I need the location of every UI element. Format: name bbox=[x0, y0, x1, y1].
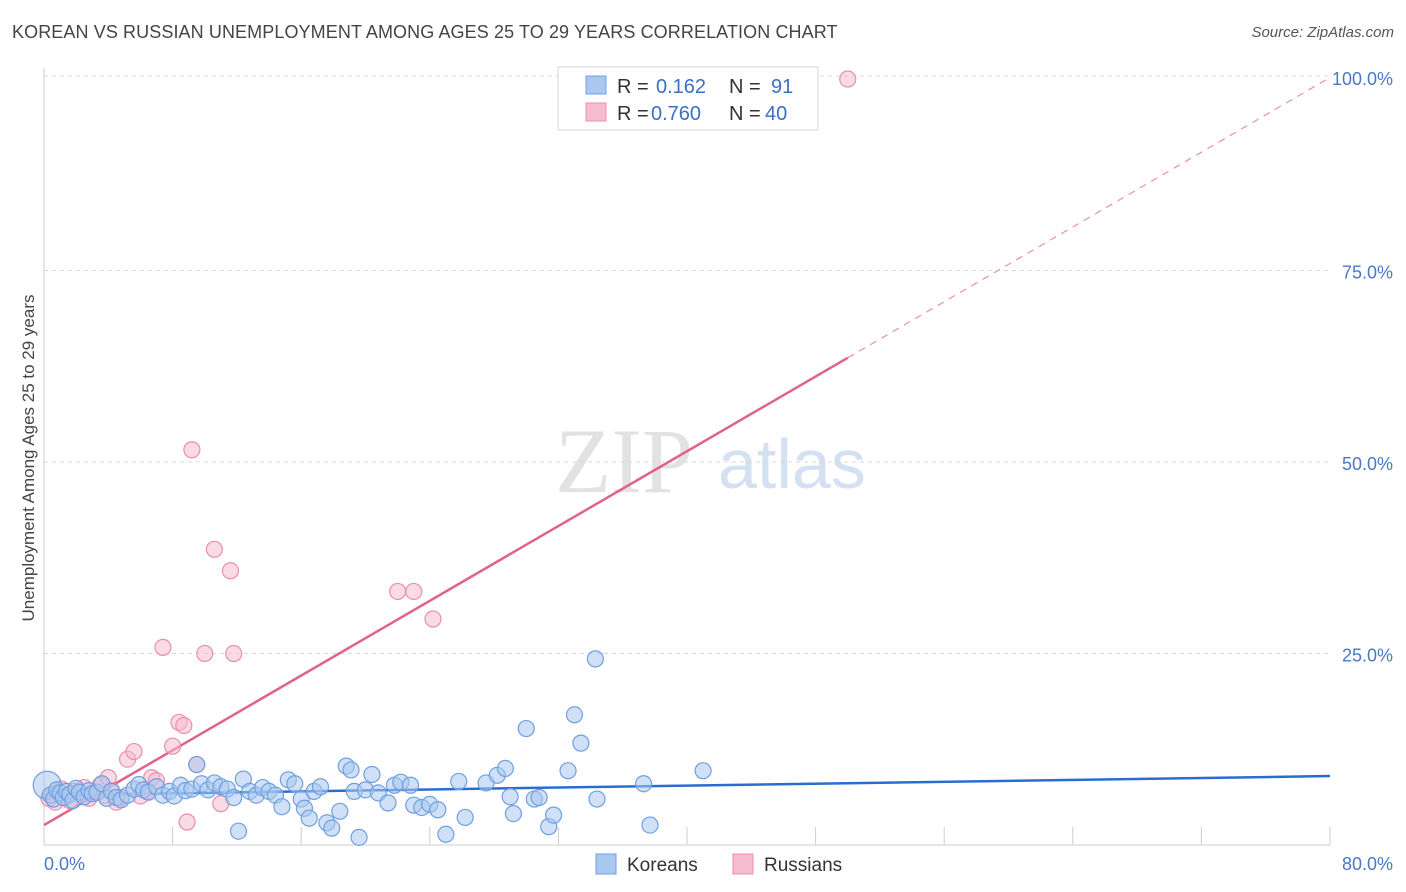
koreans-point bbox=[565, 706, 584, 724]
y-tick-label-0: 25.0% bbox=[1342, 646, 1393, 666]
koreans-points bbox=[32, 650, 712, 846]
koreans-point bbox=[379, 794, 397, 812]
koreans-point bbox=[273, 798, 291, 816]
russians-point bbox=[205, 540, 223, 558]
x-tick-label-0: 0.0% bbox=[44, 854, 85, 874]
koreans-point bbox=[456, 808, 474, 827]
russians-point bbox=[225, 644, 243, 663]
koreans-point bbox=[437, 825, 455, 843]
watermark-atlas: atlas bbox=[718, 425, 866, 503]
trend-lines bbox=[43, 76, 1331, 827]
koreans-point bbox=[544, 806, 563, 824]
koreans-point bbox=[286, 775, 304, 793]
koreans-point bbox=[350, 828, 368, 846]
legend-russians-r-value: 0.760 bbox=[651, 103, 701, 125]
koreans-point bbox=[588, 790, 606, 808]
russians-point bbox=[389, 582, 407, 601]
russians-point bbox=[221, 562, 240, 580]
koreans-point bbox=[694, 762, 712, 780]
legend-russians-n-label: N = bbox=[729, 103, 761, 125]
x-tick-labels: 0.0% 80.0% bbox=[44, 854, 1393, 874]
y-tick-labels: 25.0% 50.0% 75.0% 100.0% bbox=[1332, 69, 1393, 666]
koreans-point bbox=[572, 734, 590, 752]
legend-russians-swatch bbox=[585, 102, 607, 122]
koreans-point bbox=[450, 772, 468, 791]
y-axis-label: Unemployment Among Ages 25 to 29 years bbox=[19, 295, 38, 622]
koreans-point bbox=[331, 802, 349, 820]
koreans-point bbox=[517, 719, 535, 738]
axes-layer bbox=[43, 68, 1330, 846]
russians-point bbox=[175, 716, 193, 735]
chart-title: KOREAN VS RUSSIAN UNEMPLOYMENT AMONG AGE… bbox=[12, 22, 838, 42]
koreans-point bbox=[501, 788, 519, 806]
koreans-point bbox=[641, 816, 659, 834]
koreans-point bbox=[559, 762, 577, 780]
russians-point bbox=[164, 737, 182, 755]
legend-box: R = 0.162 N = 91 R = 0.760 N = 40 bbox=[557, 66, 819, 131]
koreans-point bbox=[429, 801, 447, 819]
y-tick-label-2: 75.0% bbox=[1342, 263, 1393, 283]
x-tick-label-1: 80.0% bbox=[1342, 854, 1393, 874]
koreans-point bbox=[342, 761, 360, 779]
y-tick-label-3: 100.0% bbox=[1332, 69, 1393, 89]
legend-koreans-swatch bbox=[585, 75, 607, 95]
koreans-point bbox=[225, 788, 243, 807]
russians-point bbox=[125, 742, 143, 761]
bottom-legend-russians-swatch bbox=[732, 853, 754, 875]
koreans-point bbox=[188, 755, 206, 774]
bottom-legend-koreans-swatch bbox=[595, 853, 617, 875]
legend-russians-n-value: 40 bbox=[765, 103, 787, 125]
koreans-point bbox=[401, 776, 420, 794]
russians-point bbox=[154, 638, 172, 656]
koreans-point bbox=[496, 759, 514, 778]
koreans-point bbox=[530, 788, 548, 807]
russians-trend-line-solid bbox=[43, 356, 849, 827]
koreans-point bbox=[229, 822, 248, 840]
russians-point bbox=[183, 441, 201, 459]
legend-koreans-r-label: R = bbox=[617, 76, 649, 98]
legend-koreans-n-label: N = bbox=[729, 76, 761, 98]
koreans-point bbox=[634, 775, 653, 793]
legend-koreans-n-value: 91 bbox=[771, 76, 793, 98]
russians-point bbox=[178, 813, 196, 831]
koreans-point bbox=[300, 809, 318, 827]
russians-point bbox=[405, 582, 423, 601]
koreans-point bbox=[504, 804, 522, 823]
russians-trend-line-dashed bbox=[847, 76, 1331, 359]
koreans-point bbox=[586, 650, 604, 668]
chart-source: Source: ZipAtlas.com bbox=[1251, 24, 1394, 41]
legend-russians-r-label: R = bbox=[617, 103, 649, 125]
koreans-point bbox=[323, 819, 341, 837]
russians-point bbox=[424, 610, 442, 628]
bottom-legend: Koreans Russians bbox=[595, 853, 842, 876]
bottom-legend-koreans-label: Koreans bbox=[627, 855, 698, 876]
russians-point bbox=[839, 70, 857, 88]
russians-point bbox=[196, 644, 214, 663]
bottom-legend-russians-label: Russians bbox=[764, 855, 842, 876]
koreans-point bbox=[311, 778, 330, 796]
koreans-point bbox=[363, 765, 381, 784]
legend-koreans-r-value: 0.162 bbox=[656, 76, 706, 98]
y-tick-label-1: 50.0% bbox=[1342, 454, 1393, 474]
